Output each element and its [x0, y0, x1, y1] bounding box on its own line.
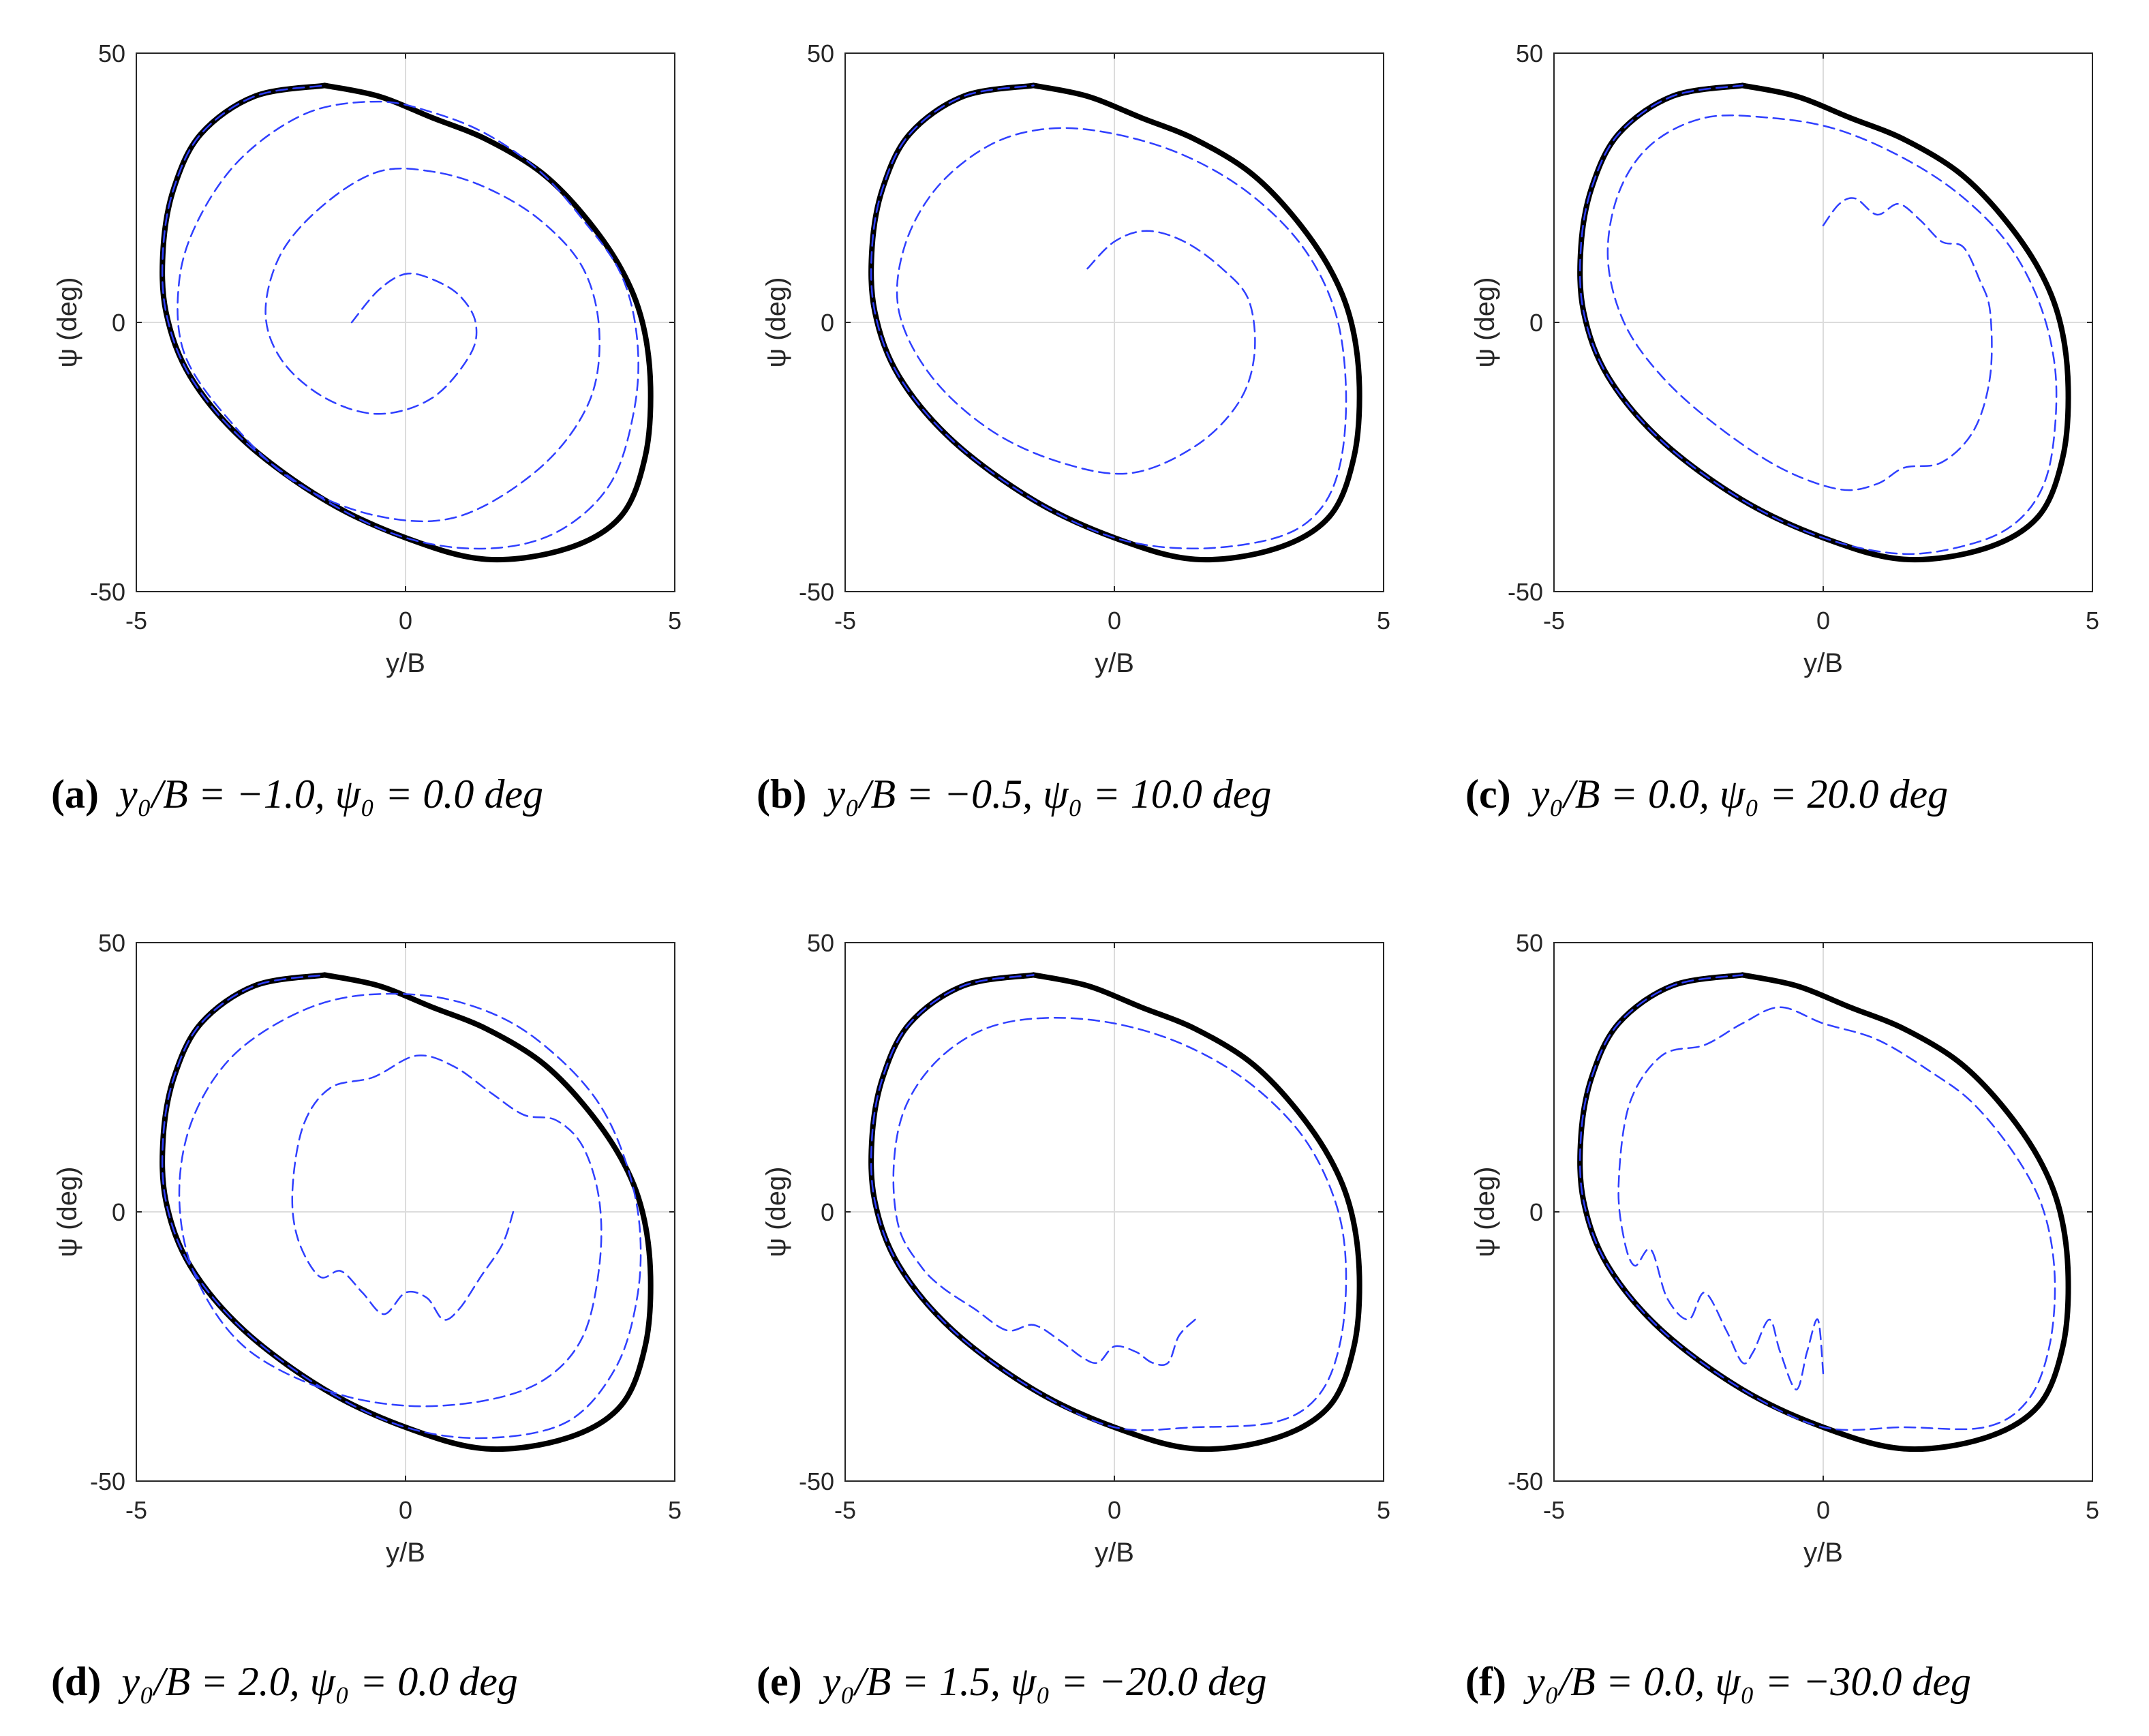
y-tick-label: 0 — [1529, 309, 1543, 337]
x-tick-label: 5 — [2086, 607, 2099, 635]
panel-caption-math: y₀/B = −0.5, ψ₀ = 10.0 deg — [823, 772, 1271, 817]
y-tick-label: -50 — [799, 1467, 834, 1495]
panel-caption: (f) y₀/B = 0.0, ψ₀ = −30.0 deg — [1465, 1659, 1971, 1704]
y-tick-label: 50 — [1516, 40, 1543, 67]
panel-caption: (b) y₀/B = −0.5, ψ₀ = 10.0 deg — [757, 772, 1271, 817]
panel-caption-label: (f) — [1465, 1659, 1506, 1704]
y-tick-label: 0 — [1529, 1198, 1543, 1226]
panel-caption-label: (d) — [51, 1659, 101, 1704]
panel-caption: (c) y₀/B = 0.0, ψ₀ = 20.0 deg — [1465, 772, 1948, 817]
series-dashed-line — [870, 85, 1347, 550]
x-tick-label: -5 — [834, 1496, 856, 1524]
x-tick-label: 5 — [668, 607, 682, 635]
y-axis-label: ψ (deg) — [52, 277, 82, 367]
x-axis-label: y/B — [1803, 1538, 1843, 1568]
panel-caption-label: (b) — [757, 772, 806, 817]
y-tick-label: 0 — [821, 1198, 834, 1226]
y-axis-label: ψ (deg) — [761, 1166, 791, 1257]
panel-caption-math: y₀/B = −1.0, ψ₀ = 0.0 deg — [115, 772, 543, 817]
y-tick-label: 0 — [112, 1198, 125, 1226]
x-tick-label: 0 — [1108, 607, 1121, 635]
panel-caption: (d) y₀/B = 2.0, ψ₀ = 0.0 deg — [51, 1659, 518, 1704]
series-dashed-line — [161, 85, 639, 550]
y-tick-label: 50 — [1516, 929, 1543, 957]
y-tick-label: -50 — [1508, 1467, 1543, 1495]
y-tick-label: 50 — [98, 929, 125, 957]
x-tick-label: 5 — [1377, 1496, 1390, 1524]
series-solid-line — [868, 972, 1362, 1452]
panel-caption-label: (a) — [51, 772, 99, 817]
y-tick-label: 0 — [821, 309, 834, 337]
panel-caption-label: (c) — [1465, 772, 1511, 817]
y-axis-label: ψ (deg) — [1470, 277, 1500, 367]
y-tick-label: 0 — [112, 309, 125, 337]
panel-caption-math: y₀/B = 0.0, ψ₀ = 20.0 deg — [1527, 772, 1949, 817]
y-axis-label: ψ (deg) — [52, 1166, 82, 1257]
panel-caption-math: y₀/B = 1.5, ψ₀ = −20.0 deg — [819, 1659, 1267, 1704]
y-axis-label: ψ (deg) — [1470, 1166, 1500, 1257]
y-tick-label: -50 — [799, 578, 834, 606]
x-tick-label: 5 — [2086, 1496, 2099, 1524]
series-dashed-line — [1579, 974, 2056, 1431]
x-tick-label: -5 — [834, 607, 856, 635]
x-axis-label: y/B — [1095, 648, 1134, 678]
x-tick-label: 5 — [1377, 607, 1390, 635]
x-axis-label: y/B — [386, 1538, 425, 1568]
x-tick-label: 0 — [1816, 1496, 1830, 1524]
x-tick-label: 0 — [1816, 607, 1830, 635]
y-axis-label: ψ (deg) — [761, 277, 791, 367]
panel-caption-math: y₀/B = 2.0, ψ₀ = 0.0 deg — [117, 1659, 518, 1704]
series-dashed-line — [870, 974, 1347, 1431]
series-dashed-line — [161, 974, 642, 1440]
panel-caption: (e) y₀/B = 1.5, ψ₀ = −20.0 deg — [757, 1659, 1267, 1704]
x-axis-label: y/B — [386, 648, 425, 678]
x-axis-label: y/B — [1095, 1538, 1134, 1568]
x-tick-label: 0 — [399, 607, 412, 635]
x-tick-label: -5 — [1543, 607, 1565, 635]
y-tick-label: -50 — [1508, 578, 1543, 606]
y-tick-label: -50 — [90, 578, 125, 606]
panel-caption-label: (e) — [757, 1659, 802, 1704]
x-tick-label: 0 — [1108, 1496, 1121, 1524]
x-axis-label: y/B — [1803, 648, 1843, 678]
y-tick-label: 50 — [807, 929, 834, 957]
panel-caption: (a) y₀/B = −1.0, ψ₀ = 0.0 deg — [51, 772, 543, 817]
panel-caption-math: y₀/B = 0.0, ψ₀ = −30.0 deg — [1523, 1659, 1971, 1704]
series-dashed-line — [1579, 85, 2058, 555]
y-tick-label: 50 — [98, 40, 125, 67]
x-tick-label: -5 — [125, 1496, 147, 1524]
y-tick-label: 50 — [807, 40, 834, 67]
x-tick-label: 5 — [668, 1496, 682, 1524]
y-tick-label: -50 — [90, 1467, 125, 1495]
x-tick-label: -5 — [125, 607, 147, 635]
x-tick-label: -5 — [1543, 1496, 1565, 1524]
x-tick-label: 0 — [399, 1496, 412, 1524]
